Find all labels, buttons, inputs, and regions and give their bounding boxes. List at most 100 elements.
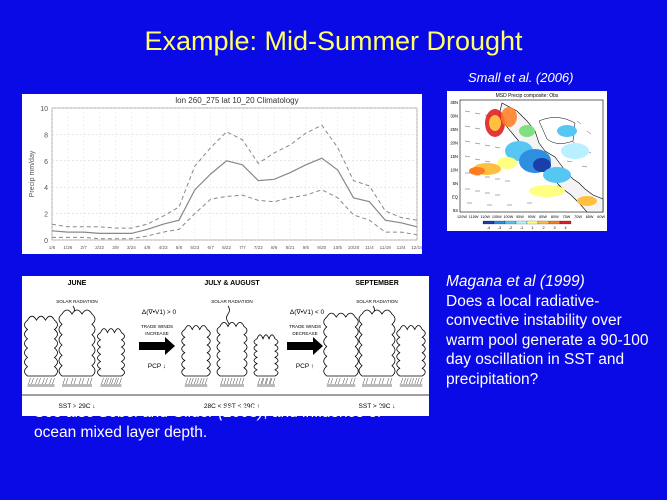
diagram-arrows: Δ(∇•V1) > 0 TRADE WINDS INCREASE PCP ↓ Δ(∇•V… (139, 308, 325, 370)
colorbar-label: 4 (564, 226, 566, 230)
lat-label: 5S (453, 208, 458, 213)
chart-x-ticks: 1/6 1/26 2/7 2/22 3/9 3/24 4/8 4/23 5/8 5/23 6/7 6/… (49, 245, 423, 250)
gulf-outline (538, 117, 576, 144)
x-tick-label: 9/5 (303, 245, 310, 250)
msd-conceptual-diagram: JUNE SOLAR RADIATION SST > 29C ↓ JULY & AUG… (22, 276, 429, 416)
x-tick-label: 7/7 (239, 245, 246, 250)
pcp-label: PCP ↑ (296, 363, 314, 370)
lon-label: 65W (586, 215, 594, 219)
radiation-label: SOLAR RADIATION (211, 299, 253, 304)
y-tick-label: 0 (44, 238, 48, 245)
x-tick-label: 11/19 (380, 245, 392, 250)
lon-label: 105W (492, 215, 502, 219)
chart-grid (51, 107, 418, 241)
colorbar-label: 2 (542, 226, 544, 230)
lon-label: 120W (457, 215, 467, 219)
trade-winds-label: DECREASE (292, 331, 317, 336)
slide-title: Example: Mid-Summer Drought (144, 26, 523, 56)
x-tick-label: 1/26 (63, 245, 72, 250)
panel-header: SEPTEMBER (355, 280, 399, 287)
bottom-suffix: , and influence of ocean mixed layer dep… (34, 404, 382, 441)
map-colorbar: -4 -3 -2 -1 1 2 3 4 (482, 220, 572, 230)
series-line-mean (51, 157, 418, 234)
cumulus-cloud (323, 312, 359, 387)
x-tick-label: 12/4 (397, 245, 406, 250)
x-tick-label: 2/22 (95, 245, 104, 250)
cumulus-cloud (216, 322, 248, 387)
right-body: Does a local radiative-convective instab… (446, 292, 649, 388)
sst-label: 28C < SST < 29C ↑ (204, 403, 260, 410)
small-citation: Small et al. (2006) (468, 70, 574, 85)
colorbar-swatch (537, 220, 550, 225)
x-tick-label: 6/22 (222, 245, 231, 250)
chart-series (51, 124, 418, 240)
sst-label: SST > 29C ↓ (59, 403, 96, 410)
x-tick-label: 2/7 (81, 245, 88, 250)
y-tick-label: 2 (44, 212, 48, 219)
divergence-label: Δ(∇•V1) > 0 (142, 308, 177, 316)
lon-label: 75W (562, 215, 570, 219)
map-frame (459, 99, 604, 213)
cumulus-cloud (97, 328, 125, 387)
chart-title: lon 260_275 lat 10_20 Climatology (175, 96, 298, 105)
colorbar-label: 3 (553, 226, 555, 230)
climatology-chart-svg: lon 260_275 lat 10_20 Climatology Precip… (22, 94, 423, 254)
lat-label: 20N (450, 141, 458, 146)
cumulus-cloud (181, 325, 211, 387)
cumulus-cloud (58, 309, 96, 387)
panel-header: JULY & AUGUST (204, 280, 260, 287)
map-title: MSD Precip composite: Obs (496, 93, 559, 99)
x-tick-label: 7/22 (254, 245, 263, 250)
lat-label: 10N (450, 168, 458, 173)
lon-label: 60W (597, 215, 605, 219)
magana-citation: Magana et al (1999) (446, 273, 585, 290)
lat-label: EQ (452, 195, 459, 200)
sobel-citation: Sobel and Gildor (2003) (98, 404, 264, 421)
trade-winds-label: TRADE WINDS (289, 324, 321, 329)
climatology-chart: lon 260_275 lat 10_20 Climatology Precip… (22, 94, 423, 254)
panel-header: JUNE (68, 280, 87, 287)
precip-anomaly-field (469, 107, 597, 206)
colorbar-swatch (559, 220, 572, 225)
colorbar-swatch (493, 220, 506, 225)
transition-arrow (287, 337, 323, 355)
lon-label: 90W (528, 215, 536, 219)
cumulus-cloud (396, 325, 426, 387)
x-tick-label: 12/19 (411, 245, 422, 250)
colorbar-swatch (515, 220, 528, 225)
lon-label: 95W (516, 215, 524, 219)
bottom-prefix: See also (34, 404, 99, 421)
pcp-label: PCP ↓ (148, 363, 166, 370)
x-tick-label: 5/8 (176, 245, 183, 250)
lat-label: 25N (450, 127, 458, 132)
chart-ylabel: Precip mm/day (29, 150, 36, 197)
x-tick-label: 4/23 (159, 245, 168, 250)
colorbar-label: -1 (520, 226, 523, 230)
lat-label: 35N (450, 100, 458, 105)
x-tick-label: 1/6 (49, 245, 56, 250)
radiation-label: SOLAR RADIATION (56, 299, 98, 304)
series-line-upper (51, 124, 418, 229)
x-tick-label: 5/23 (190, 245, 199, 250)
x-tick-label: 9/20 (317, 245, 326, 250)
chart-y-ticks: 0 2 4 6 8 10 (40, 106, 48, 245)
x-tick-label: 8/21 (286, 245, 295, 250)
x-tick-label: 6/7 (208, 245, 215, 250)
lat-label: 30N (450, 114, 458, 119)
x-tick-label: 3/9 (112, 245, 119, 250)
precip-composite-map: MSD Precip composite: Obs (447, 91, 607, 231)
radiation-label: SOLAR RADIATION (356, 299, 398, 304)
x-tick-label: 3/24 (127, 245, 136, 250)
x-tick-label: 10/20 (348, 245, 360, 250)
cumulus-cloud (358, 309, 396, 387)
sst-label: SST > 29C ↓ (359, 403, 396, 410)
x-tick-label: 11/4 (365, 245, 374, 250)
colorbar-swatch (482, 220, 495, 225)
y-tick-label: 6 (44, 159, 48, 166)
trade-winds-label: INCREASE (145, 331, 169, 336)
bottom-text-block: See also Sobel and Gildor (2003), and in… (34, 403, 414, 443)
series-line-lower (52, 189, 418, 240)
y-tick-label: 4 (44, 185, 48, 192)
x-tick-label: 10/5 (333, 245, 342, 250)
lon-label: 70W (574, 215, 582, 219)
